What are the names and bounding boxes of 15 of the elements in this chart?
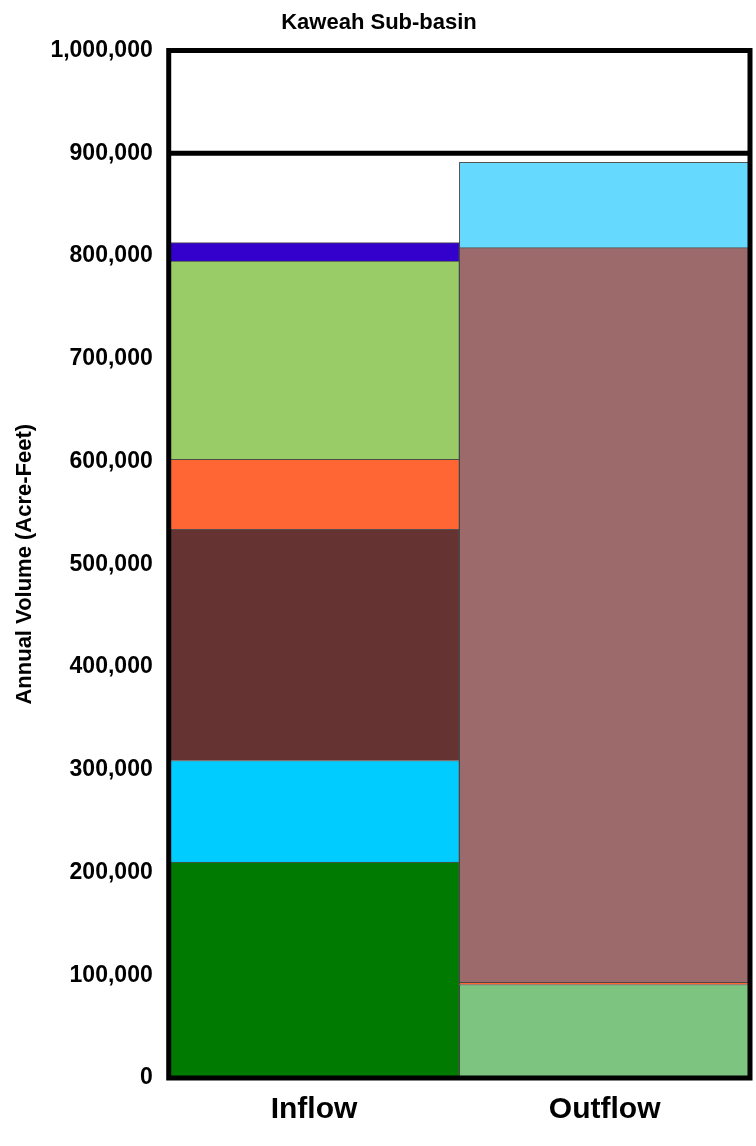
- y-tick-label: 500,000: [69, 549, 153, 576]
- x-tick-label: Outflow: [548, 1091, 662, 1125]
- y-tick-label: 800,000: [69, 241, 153, 268]
- y-tick-label: 300,000: [69, 755, 153, 782]
- y-tick-label: 200,000: [69, 857, 153, 884]
- y-tick-label: 900,000: [69, 138, 153, 165]
- y-tick-label: 700,000: [69, 344, 153, 371]
- chart-title: Kaweah Sub-basin: [281, 9, 477, 35]
- y-tick-label: 0: [139, 1063, 153, 1090]
- y-axis-title: Annual Volume (Acre-Feet): [11, 423, 37, 705]
- y-tick-label: 400,000: [69, 652, 153, 679]
- y-tick-label: 1,000,000: [50, 35, 153, 62]
- y-tick-label: 100,000: [69, 960, 153, 987]
- y-tick-label: 600,000: [69, 446, 153, 473]
- x-tick-label: Inflow: [270, 1091, 359, 1125]
